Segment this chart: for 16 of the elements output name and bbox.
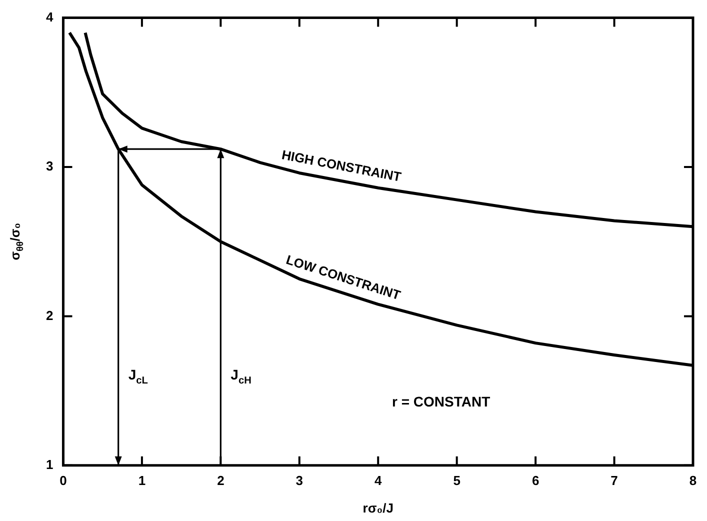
x-tick-label: 6 bbox=[532, 472, 540, 488]
x-tick-label: 2 bbox=[217, 472, 224, 488]
y-tick-label: 1 bbox=[46, 456, 54, 472]
x-tick-label: 4 bbox=[374, 472, 382, 488]
annotation: r = CONSTANT bbox=[392, 394, 491, 410]
y-tick-label: 4 bbox=[46, 9, 54, 24]
x-tick-label: 1 bbox=[138, 472, 146, 488]
x-axis-title: rσ₀/J bbox=[362, 500, 394, 516]
x-tick-label: 8 bbox=[689, 472, 697, 488]
y-tick-label: 2 bbox=[46, 308, 54, 323]
x-tick-label: 7 bbox=[610, 472, 618, 488]
y-axis-title: σθθ/σ₀ bbox=[8, 222, 26, 260]
x-tick-label: 5 bbox=[453, 472, 460, 488]
y-tick-label: 3 bbox=[46, 158, 54, 174]
x-tick-label: 0 bbox=[60, 472, 67, 488]
x-tick-label: 3 bbox=[296, 472, 304, 488]
